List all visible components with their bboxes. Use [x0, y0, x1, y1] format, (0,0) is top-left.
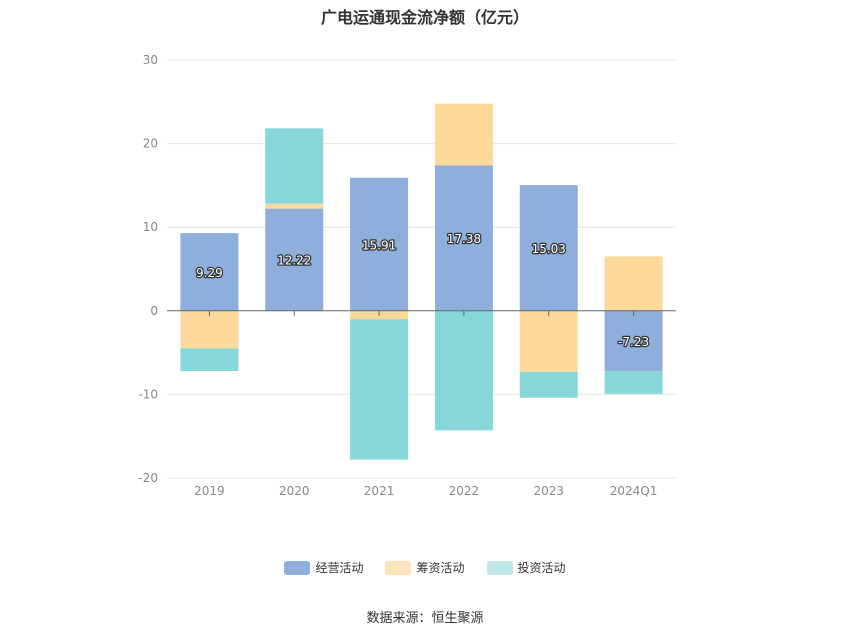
x-tick-label: 2024Q1: [610, 484, 658, 498]
bar-segment[interactable]: [604, 310, 663, 372]
x-tick-label: 2021: [364, 484, 395, 498]
y-tick-label: -10: [138, 387, 158, 401]
legend-item-investing[interactable]: 投资活动: [486, 559, 566, 576]
bar-segment[interactable]: [265, 128, 324, 204]
x-tick-label: 2019: [194, 484, 225, 498]
grid-lines: [167, 59, 676, 479]
bar-segment[interactable]: [434, 103, 493, 166]
bar-segment[interactable]: [265, 208, 324, 311]
source-note: 数据来源：恒生聚源: [366, 611, 484, 626]
data-label: -7.23: [618, 335, 649, 349]
x-tick-label: 2020: [279, 484, 310, 498]
legend-item-operating[interactable]: 经营活动: [284, 559, 363, 576]
chart-title: 广电运通现金流净额（亿元）: [320, 8, 529, 27]
legend-swatch: [486, 560, 513, 575]
x-tick-label: 2023: [533, 484, 564, 498]
y-tick-label: 20: [143, 137, 158, 151]
bar-segment[interactable]: [434, 165, 493, 311]
bar-segment[interactable]: [519, 310, 578, 372]
bar-segment[interactable]: [350, 319, 409, 460]
legend-label: 筹资活动: [416, 561, 465, 575]
data-labels: 9.29 12.22 15.91 17.38 15.03 -7.23: [195, 231, 651, 350]
y-tick-label: 0: [150, 304, 158, 318]
bar-segment[interactable]: [519, 371, 578, 398]
legend-label: 投资活动: [517, 561, 566, 575]
legend-item-financing[interactable]: 筹资活动: [385, 559, 465, 576]
bar-segment[interactable]: [350, 177, 409, 311]
data-label: 17.38: [447, 232, 481, 246]
legend-swatch: [284, 560, 311, 575]
data-label: 15.91: [362, 238, 396, 252]
legend-swatch: [385, 560, 412, 575]
bar-segment[interactable]: [180, 310, 239, 349]
bar-segment[interactable]: [519, 185, 578, 311]
bar-segment[interactable]: [434, 310, 493, 431]
tick-labels: 30 20 10 0 -10 -20 2019 2020 2021 2022 2023 2024Q1: [138, 53, 657, 498]
bar-segment[interactable]: [180, 233, 239, 311]
data-label: 15.03: [532, 242, 566, 256]
bar-segment[interactable]: [265, 203, 324, 209]
bar-segment[interactable]: [180, 348, 239, 371]
y-tick-label: 10: [143, 220, 158, 234]
bar-segment[interactable]: [604, 256, 663, 311]
legend-label: 经营活动: [315, 561, 364, 575]
bars: [180, 103, 663, 460]
legend: 经营活动 筹资活动 投资活动: [0, 559, 850, 576]
y-tick-label: -20: [138, 471, 158, 485]
x-tick-label: 2022: [449, 484, 480, 498]
zero-axis: [167, 310, 676, 316]
data-label: 12.22: [277, 254, 311, 268]
bar-segment[interactable]: [604, 371, 663, 394]
y-tick-label: 30: [143, 53, 158, 67]
data-label: 9.29: [196, 266, 223, 280]
